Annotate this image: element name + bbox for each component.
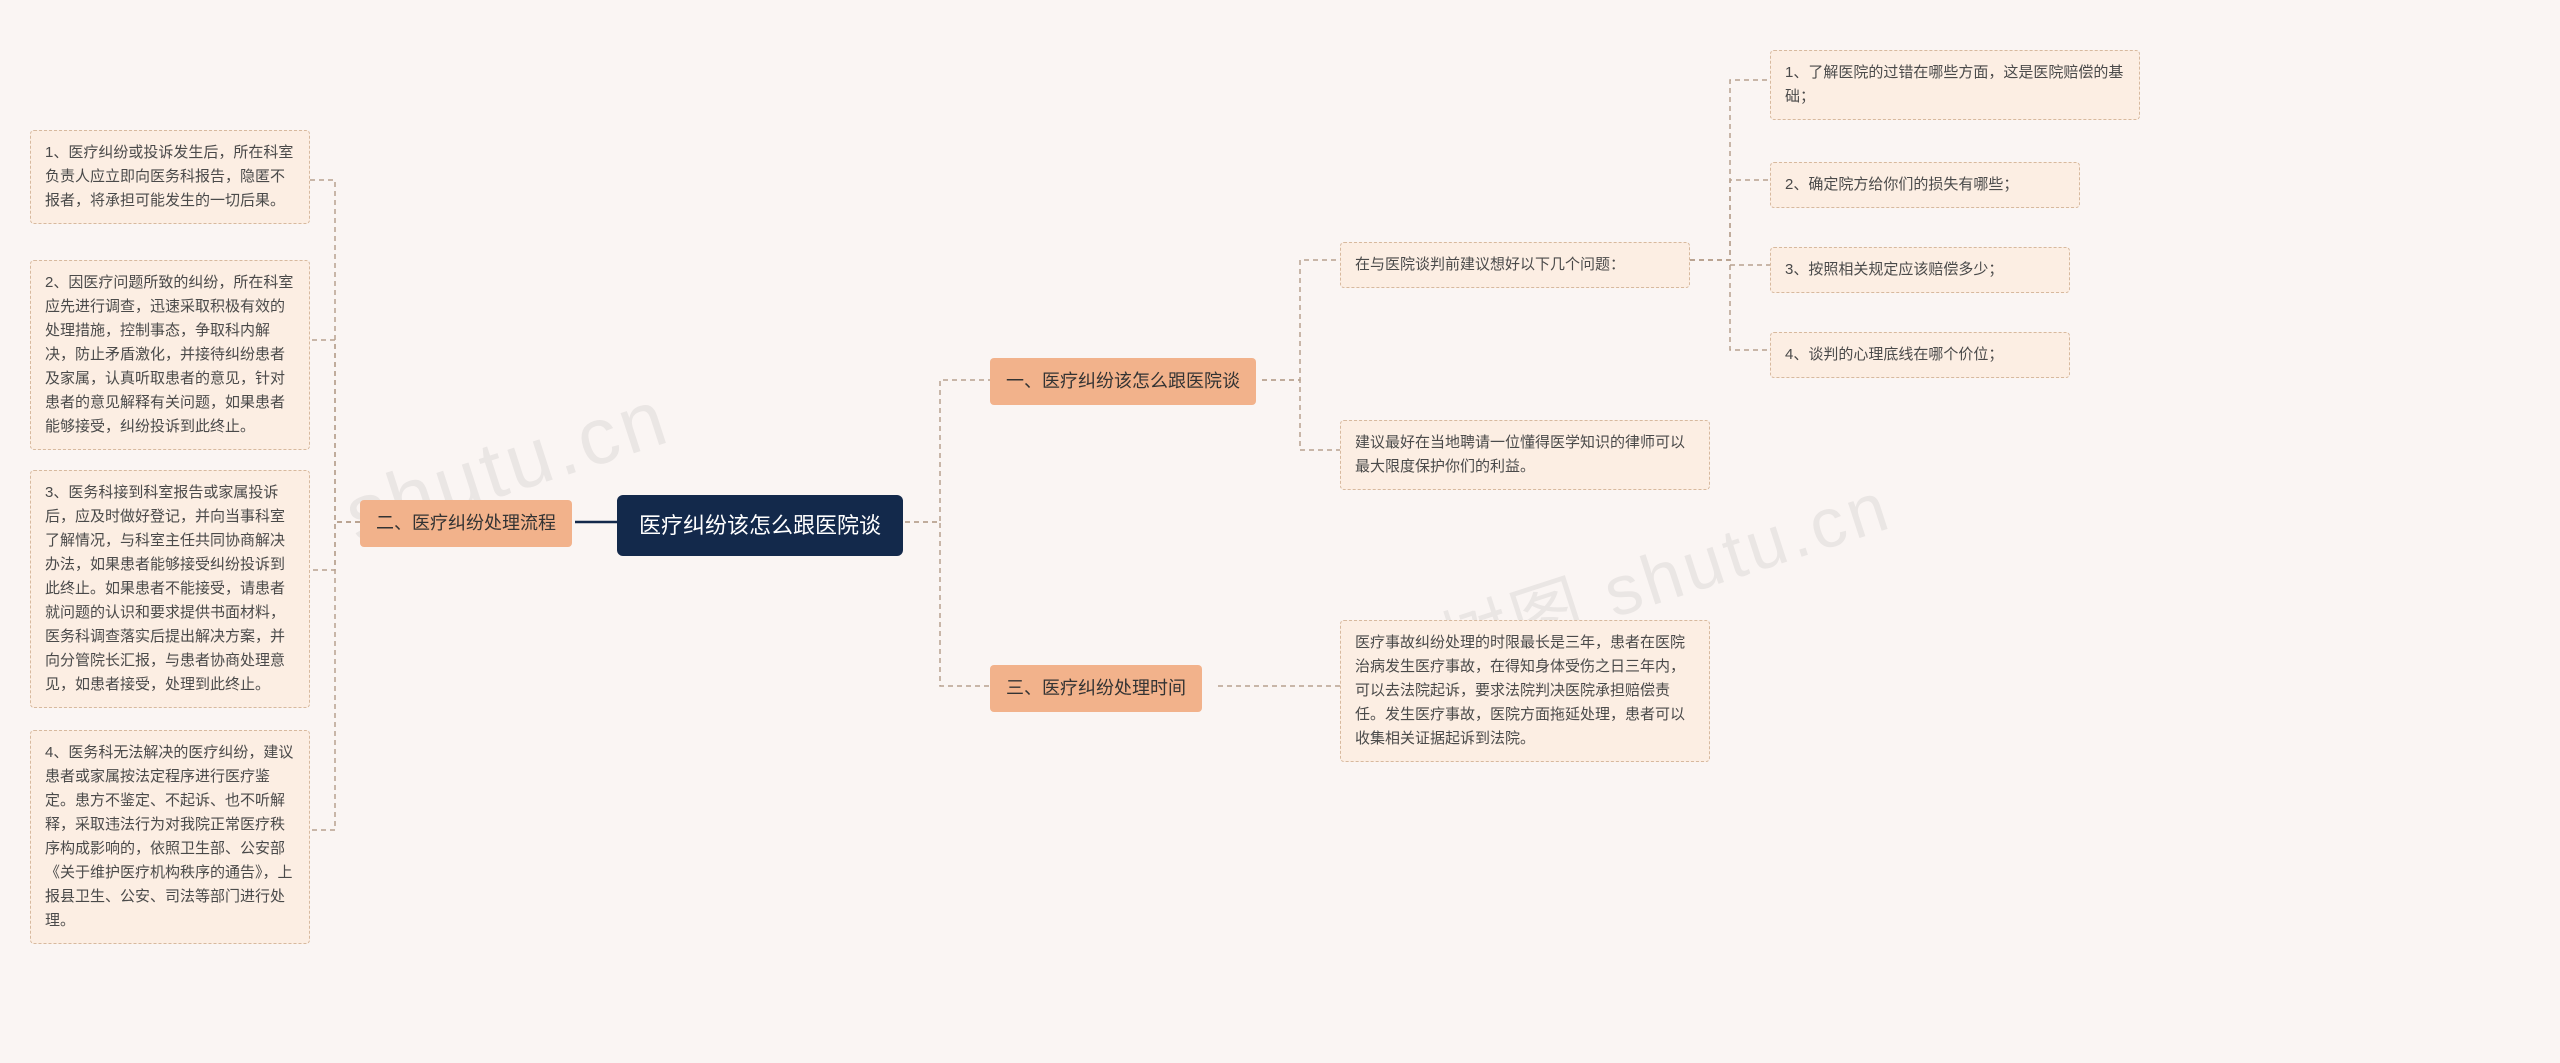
- b1-s1-3: 3、按照相关规定应该赔偿多少；: [1770, 247, 2070, 293]
- b1-s1-4: 4、谈判的心理底线在哪个价位；: [1770, 332, 2070, 378]
- b1-sub2: 建议最好在当地聘请一位懂得医学知识的律师可以最大限度保护你们的利益。: [1340, 420, 1710, 490]
- root-node: 医疗纠纷该怎么跟医院谈: [617, 495, 903, 556]
- branch-2: 二、医疗纠纷处理流程: [360, 500, 572, 547]
- b3-1: 医疗事故纠纷处理的时限最长是三年，患者在医院治病发生医疗事故，在得知身体受伤之日…: [1340, 620, 1710, 762]
- b2-2: 2、因医疗问题所致的纠纷，所在科室应先进行调查，迅速采取积极有效的处理措施，控制…: [30, 260, 310, 450]
- branch-1: 一、医疗纠纷该怎么跟医院谈: [990, 358, 1256, 405]
- b1-sub1: 在与医院谈判前建议想好以下几个问题：: [1340, 242, 1690, 288]
- b1-s1-2: 2、确定院方给你们的损失有哪些；: [1770, 162, 2080, 208]
- b2-1: 1、医疗纠纷或投诉发生后，所在科室负责人应立即向医务科报告，隐匿不报者，将承担可…: [30, 130, 310, 224]
- b1-s1-1: 1、了解医院的过错在哪些方面，这是医院赔偿的基础；: [1770, 50, 2140, 120]
- branch-3: 三、医疗纠纷处理时间: [990, 665, 1202, 712]
- b2-3: 3、医务科接到科室报告或家属投诉后，应及时做好登记，并向当事科室了解情况，与科室…: [30, 470, 310, 708]
- b2-4: 4、医务科无法解决的医疗纠纷，建议患者或家属按法定程序进行医疗鉴定。患方不鉴定、…: [30, 730, 310, 944]
